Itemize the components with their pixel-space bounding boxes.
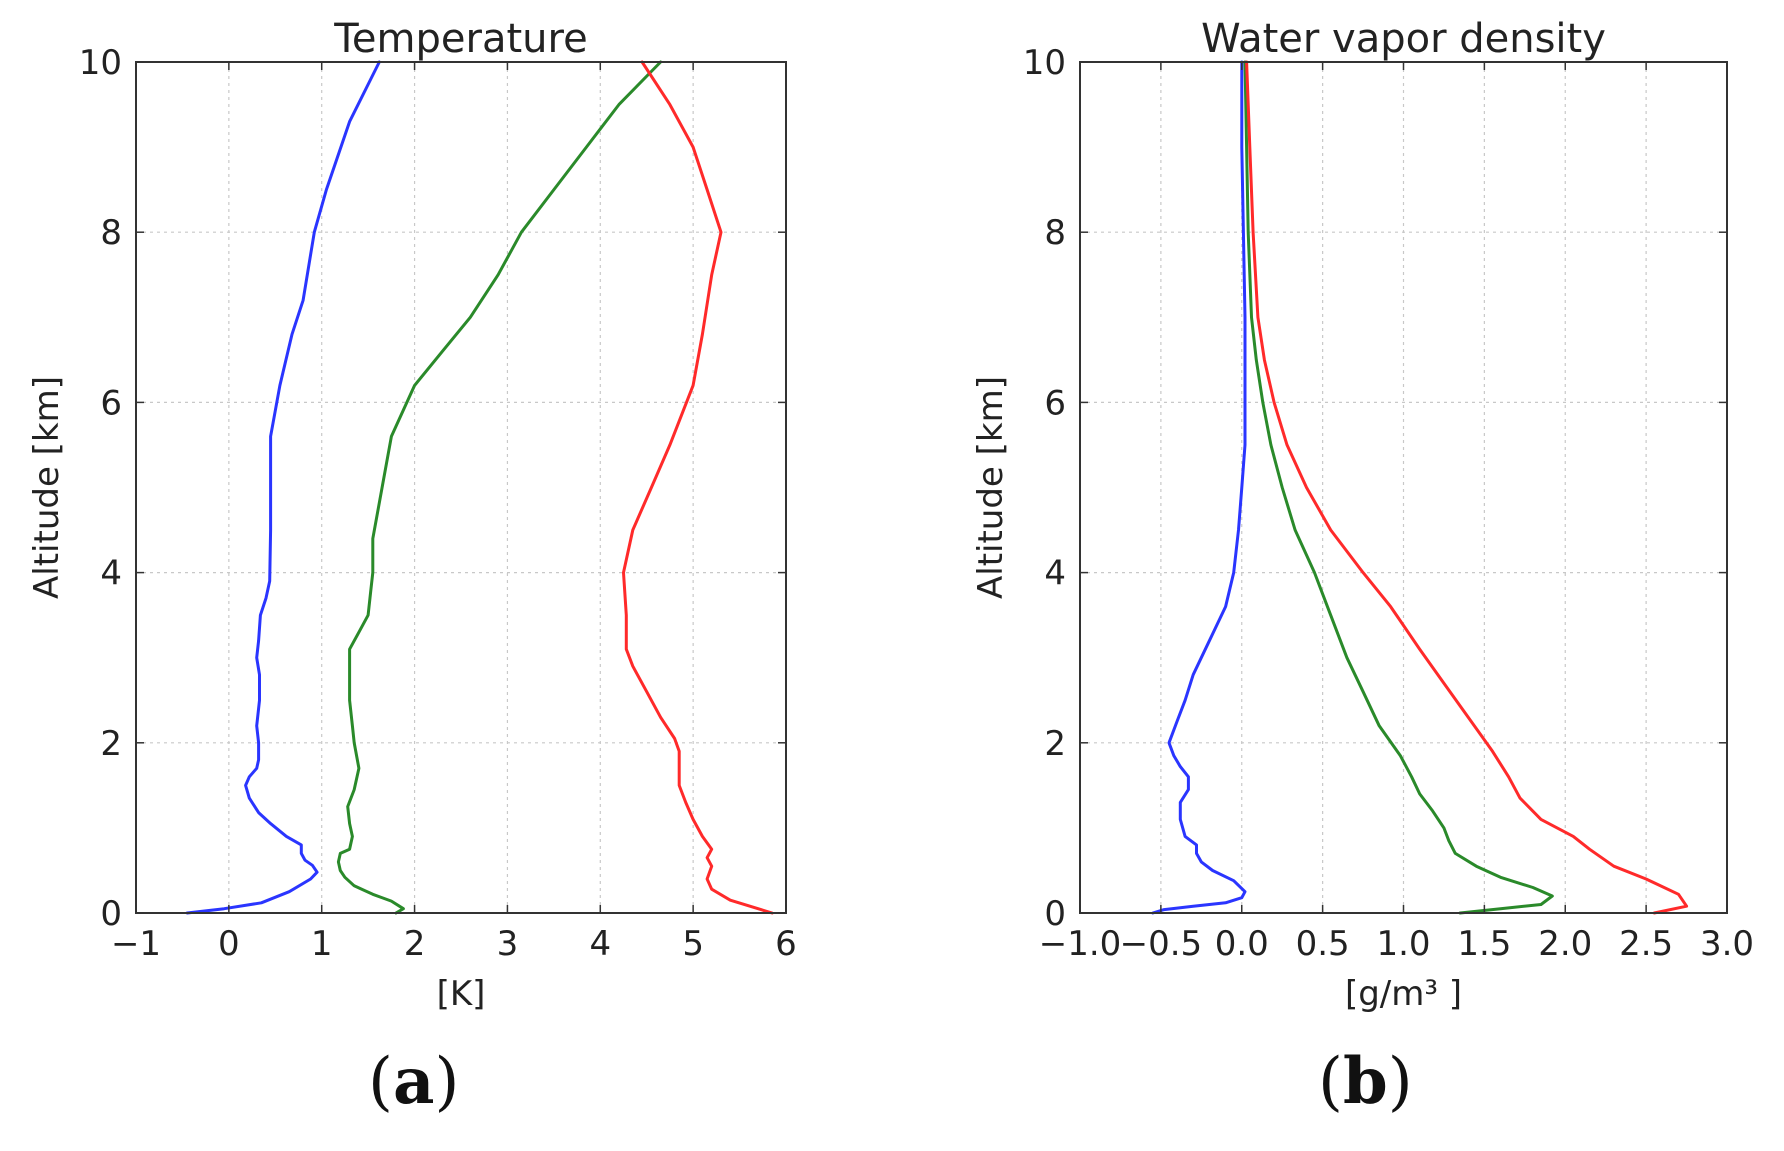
x-tick-label: 2.0 (1538, 924, 1592, 964)
y-tick-label: 6 (100, 383, 122, 423)
series-line-blue (185, 60, 381, 915)
y-tick-label: 0 (1044, 894, 1066, 934)
y-axis-label: Altitude [km] (27, 376, 67, 599)
panel-label-a: (a) (368, 1044, 460, 1119)
y-tick-label: 10 (79, 43, 122, 83)
axes-frame (135, 61, 787, 914)
series-line-green (1243, 60, 1554, 915)
x-tick-label: −1 (111, 924, 161, 964)
chart-water-vapor-density: −1.0−0.5 0.0 0.5 1.0 1.5 2.0 2.5 3.0 0 2 4 6 8 10 Wate… (971, 16, 1754, 1014)
y-tick-label: 8 (1044, 213, 1066, 253)
series-line-red (1245, 60, 1689, 915)
x-tick-label: 2.5 (1619, 924, 1673, 964)
x-axis-label: [K] (437, 974, 486, 1014)
x-tick-label: −0.5 (1120, 924, 1203, 964)
x-tick-label: 1.0 (1376, 924, 1430, 964)
y-tick-label: 2 (1044, 724, 1066, 764)
y-tick-label: 10 (1023, 43, 1066, 83)
x-tick-label: 1.5 (1457, 924, 1511, 964)
y-tick-label: 4 (100, 554, 122, 594)
x-tick-label: 6 (775, 924, 797, 964)
x-tick-label: 0 (218, 924, 240, 964)
x-tick-label: 4 (589, 924, 611, 964)
y-tick-label: 2 (100, 724, 122, 764)
y-tick-label: 0 (100, 894, 122, 934)
y-tick-label: 8 (100, 213, 122, 253)
x-tick-label: 3 (497, 924, 519, 964)
plot-area (136, 62, 786, 913)
y-tick-label: 6 (1044, 383, 1066, 423)
series-line-blue (1151, 60, 1247, 915)
x-tick-label: 3.0 (1700, 924, 1754, 964)
x-tick-label: 5 (682, 924, 704, 964)
x-tick-label: −1.0 (1039, 924, 1122, 964)
series-line-green (336, 60, 663, 915)
panel-label-b: (b) (1318, 1044, 1413, 1119)
x-tick-label: 0.0 (1215, 924, 1269, 964)
y-axis-label: Altitude [km] (971, 376, 1011, 599)
series-line-red (622, 60, 774, 915)
x-axis-label: [g/m³ ] (1345, 974, 1462, 1014)
x-tick-label: 1 (311, 924, 333, 964)
y-tick-label: 4 (1044, 554, 1066, 594)
x-tick-label: 0.5 (1296, 924, 1350, 964)
x-tick-label: 2 (404, 924, 426, 964)
chart-title: Temperature (333, 16, 587, 62)
chart-title: Water vapor density (1201, 16, 1606, 62)
